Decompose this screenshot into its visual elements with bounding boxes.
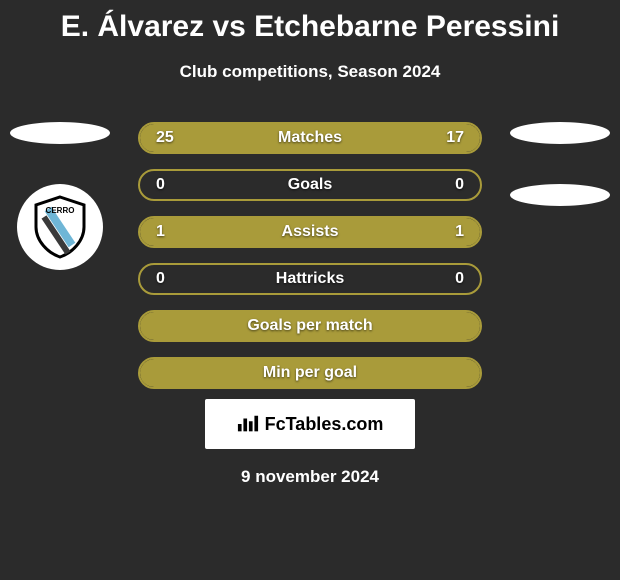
stat-value-right: 1 (455, 223, 464, 241)
page-title: E. Álvarez vs Etchebarne Peressini (61, 10, 560, 44)
stat-value-left: 0 (156, 176, 165, 194)
fctables-badge: FcTables.com (205, 399, 415, 449)
subtitle: Club competitions, Season 2024 (180, 62, 441, 82)
stat-label: Matches (278, 129, 342, 147)
left-player-column: CERRO (0, 122, 120, 389)
stat-bar-assists: 1 Assists 1 (138, 216, 482, 248)
stat-value-left: 1 (156, 223, 165, 241)
date-label: 9 november 2024 (241, 467, 379, 487)
stat-value-right: 0 (455, 270, 464, 288)
stat-label: Hattricks (276, 270, 344, 288)
right-player-column (500, 122, 620, 389)
player-left-placeholder (10, 122, 110, 144)
stat-bar-matches: 25 Matches 17 (138, 122, 482, 154)
stat-label: Min per goal (263, 364, 357, 382)
stat-value-left: 0 (156, 270, 165, 288)
stat-bar-goals-per-match: Goals per match (138, 310, 482, 342)
stat-value-left: 25 (156, 129, 174, 147)
content-row: CERRO 25 Matches 17 0 Goals 0 1 Assists 1 0 Hattri… (0, 122, 620, 389)
stat-bar-goals: 0 Goals 0 (138, 169, 482, 201)
stat-label: Assists (282, 223, 339, 241)
fctables-label: FcTables.com (265, 414, 384, 435)
bars-icon (237, 414, 259, 434)
stat-label: Goals per match (247, 317, 372, 335)
player-right-placeholder (510, 122, 610, 144)
stat-value-right: 0 (455, 176, 464, 194)
stat-bar-hattricks: 0 Hattricks 0 (138, 263, 482, 295)
club-logo-right-placeholder (510, 184, 610, 206)
stats-column: 25 Matches 17 0 Goals 0 1 Assists 1 0 Hattricks 0 Go… (120, 122, 500, 389)
stat-value-right: 17 (446, 129, 464, 147)
club-logo-left: CERRO (17, 184, 103, 270)
stat-bar-min-per-goal: Min per goal (138, 357, 482, 389)
shield-icon: CERRO (24, 191, 96, 263)
svg-text:CERRO: CERRO (46, 206, 75, 215)
stat-label: Goals (288, 176, 332, 194)
